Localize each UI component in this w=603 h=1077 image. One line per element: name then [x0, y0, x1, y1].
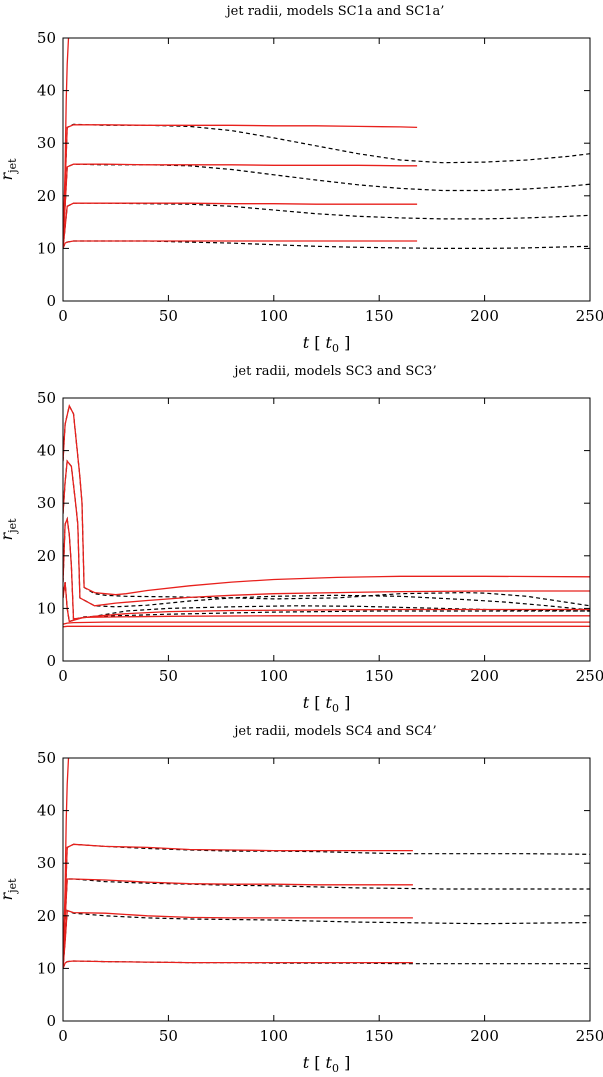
y-tick-label: 50: [37, 389, 56, 407]
x-axis-bracket-close: ]: [339, 333, 350, 352]
y-tick-label: 30: [37, 494, 56, 512]
x-tick-label: 50: [159, 1027, 178, 1045]
x-tick-label: 200: [470, 307, 499, 325]
y-tick-label: 0: [46, 292, 56, 310]
x-tick-label: 250: [576, 307, 603, 325]
y-tick-label: 20: [37, 187, 56, 205]
dashed-series-1: [63, 123, 590, 249]
y-tick-label: 50: [37, 749, 56, 767]
chart-title: jet radii, models SC3 and SC3’: [232, 364, 436, 379]
chart-title: jet radii, models SC4 and SC4’: [232, 724, 436, 739]
chart-1: jet radii, models SC1a and SC1a’0 50 100 15…: [0, 4, 603, 355]
y-axis-subscript: jet: [6, 158, 19, 175]
x-axis-bracket-open: [: [309, 1053, 325, 1072]
y-axis-label: rjet: [0, 878, 19, 901]
y-tick-label: 40: [37, 442, 56, 460]
x-tick-label: 50: [159, 307, 178, 325]
x-tick-label: 200: [470, 667, 499, 685]
y-tick-label: 10: [37, 959, 56, 977]
x-axis-unit-subscript: 0: [332, 702, 339, 715]
x-tick-label: 250: [576, 667, 603, 685]
red-series-6: [63, 124, 418, 249]
red-series-9: [63, 960, 413, 969]
x-axis-bracket-open: [: [309, 693, 325, 712]
red-series-7: [63, 878, 413, 969]
y-tick-label: 0: [46, 1012, 56, 1030]
x-axis-unit-subscript: 0: [332, 342, 339, 355]
y-axis-variable: r: [0, 892, 16, 901]
x-tick-label: 200: [470, 1027, 499, 1045]
chart-3: jet radii, models SC4 and SC4’0 50 100 150 2…: [0, 724, 603, 1075]
x-axis-bracket-open: [: [309, 333, 325, 352]
x-tick-label: 0: [58, 667, 68, 685]
x-axis-variable: t: [303, 1053, 310, 1072]
x-axis-variable: t: [303, 693, 310, 712]
red-series-7: [63, 516, 590, 620]
y-tick-label: 30: [37, 854, 56, 872]
dashed-series-2: [63, 163, 590, 249]
y-axis-subscript: jet: [6, 878, 19, 895]
x-tick-label: 0: [58, 1027, 68, 1045]
red-series-9: [63, 240, 418, 249]
red-series-6: [63, 843, 413, 969]
x-axis-label: t [ t0 ]: [303, 1053, 351, 1075]
x-tick-label: 250: [576, 1027, 603, 1045]
x-tick-label: 100: [259, 307, 288, 325]
plot-frame: [62, 397, 591, 662]
y-axis-subscript: jet: [6, 518, 19, 535]
y-tick-label: 20: [37, 907, 56, 925]
x-axis-unit-variable: t: [326, 693, 333, 712]
y-tick-label: 40: [37, 82, 56, 100]
red-series-8: [63, 909, 413, 969]
y-tick-label: 30: [37, 134, 56, 152]
y-tick-label: 20: [37, 547, 56, 565]
dashed-series-2: [63, 878, 590, 969]
x-tick-label: 150: [365, 1027, 394, 1045]
x-tick-label: 150: [365, 667, 394, 685]
red-series-10: [63, 625, 590, 628]
y-axis-label: rjet: [0, 158, 19, 181]
y-tick-label: 40: [37, 802, 56, 820]
x-axis-label: t [ t0 ]: [303, 333, 351, 355]
red-series-9: [63, 621, 590, 625]
x-axis-unit-subscript: 0: [332, 1062, 339, 1075]
x-tick-label: 0: [58, 307, 68, 325]
x-axis-bracket-close: ]: [339, 693, 350, 712]
y-axis-variable: r: [0, 172, 16, 181]
y-tick-label: 10: [37, 599, 56, 617]
red-series-6: [63, 459, 590, 607]
dashed-series-3: [63, 909, 590, 969]
x-axis-variable: t: [303, 333, 310, 352]
dashed-series-3: [63, 516, 590, 620]
x-tick-label: 100: [259, 667, 288, 685]
red-series-8: [63, 202, 418, 249]
red-series-5: [63, 404, 590, 596]
plot-frame: [62, 757, 591, 1022]
y-tick-label: 0: [46, 652, 56, 670]
x-axis-unit-variable: t: [326, 333, 333, 352]
x-axis-unit-variable: t: [326, 1053, 333, 1072]
x-tick-label: 50: [159, 667, 178, 685]
y-axis-label: rjet: [0, 518, 19, 541]
dashed-series-2: [63, 459, 590, 611]
x-tick-label: 100: [259, 1027, 288, 1045]
red-series-8: [63, 582, 590, 623]
y-tick-label: 50: [37, 29, 56, 47]
y-axis-variable: r: [0, 532, 16, 541]
dashed-series-4: [63, 240, 590, 249]
chart-2: jet radii, models SC3 and SC3’0 50 100 150 2…: [0, 364, 603, 715]
y-tick-label: 10: [37, 239, 56, 257]
x-tick-label: 150: [365, 307, 394, 325]
dashed-series-1: [63, 843, 590, 969]
x-axis-label: t [ t0 ]: [303, 693, 351, 715]
chart-title: jet radii, models SC1a and SC1a’: [225, 4, 445, 19]
x-axis-bracket-close: ]: [339, 1053, 350, 1072]
red-series-7: [63, 163, 418, 249]
plot-frame: [62, 37, 591, 302]
